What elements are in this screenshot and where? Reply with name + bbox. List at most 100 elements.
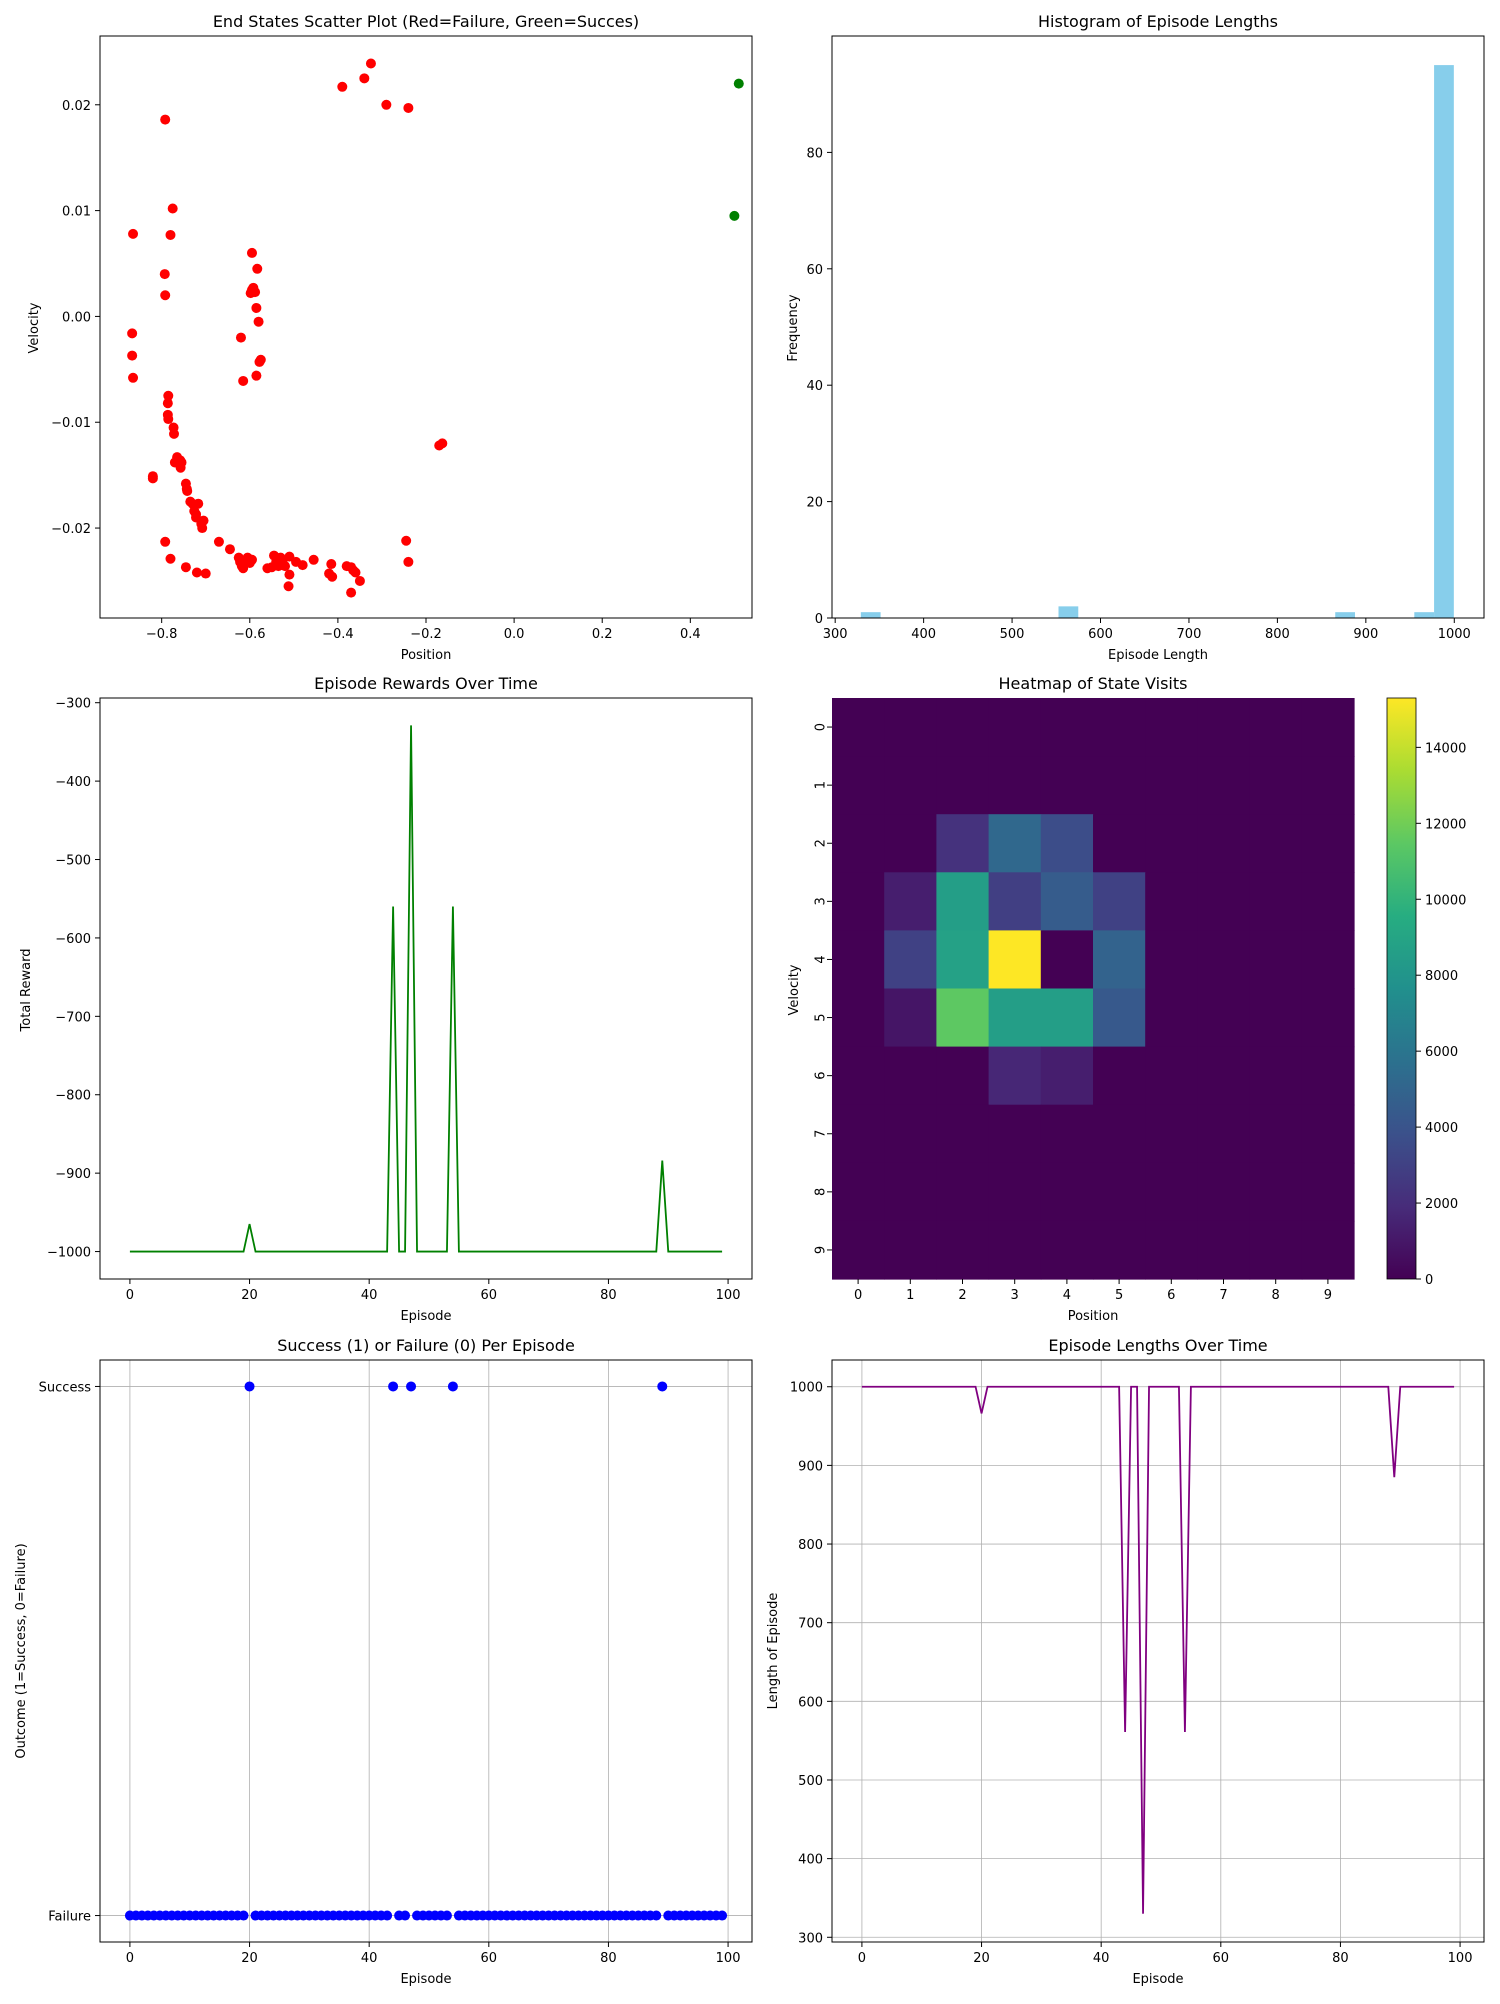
y-tick-label: 6 [814, 1072, 829, 1080]
y-tick-label: 900 [798, 1459, 823, 1474]
failure-point [128, 228, 139, 239]
heatmap-xlabel: Position [1068, 1309, 1119, 1324]
rewards-xlabel: Episode [400, 1309, 451, 1324]
x-tick-label: 80 [600, 1951, 617, 1966]
failure-point [254, 356, 265, 367]
failure-point [180, 562, 191, 573]
heatmap-cell [884, 1046, 937, 1106]
y-tick-label: 60 [806, 263, 823, 278]
colorbar-tick-label: 6000 [1425, 1045, 1458, 1060]
heatmap-cell [1145, 1162, 1198, 1222]
rewards-title: Episode Rewards Over Time [314, 674, 538, 693]
y-tick-label: 600 [798, 1695, 823, 1710]
y-tick-label: 20 [806, 496, 823, 511]
heatmap-cell [1093, 1220, 1146, 1280]
heatmap-cell [1145, 1220, 1198, 1280]
x-tick-label: 0 [858, 1951, 866, 1966]
heatmap-cell [1249, 1162, 1303, 1222]
y-tick-label: 4 [814, 955, 829, 963]
x-tick-label: 9 [1324, 1288, 1332, 1303]
lengths-plot-area: 0 20 40 60 80 100 300 400 500 600 700 800 900 1000 [790, 1359, 1485, 1966]
x-tick-label: 400 [911, 627, 936, 642]
heatmap-cell [1249, 1046, 1303, 1106]
x-tick-label: 8 [1272, 1288, 1280, 1303]
failure-point [159, 269, 170, 280]
x-tick-label: 2 [958, 1288, 966, 1303]
x-tick-label: 40 [361, 1951, 378, 1966]
x-tick-label: −0.8 [146, 627, 178, 642]
x-tick-label: 5 [1115, 1288, 1123, 1303]
heatmap-cell [1197, 814, 1251, 873]
heatmap-cell [1093, 1162, 1146, 1222]
heatmap-cell [1040, 930, 1094, 990]
heatmap-cell [1197, 756, 1251, 815]
rewards-ylabel: Total Reward [19, 949, 34, 1033]
heatmap-cell [936, 930, 990, 990]
x-tick-label: 800 [1265, 627, 1290, 642]
x-tick-label: 0.0 [504, 627, 525, 642]
heatmap-cell [1301, 1104, 1355, 1164]
heatmap-cell [832, 988, 885, 1048]
failure-point [354, 575, 365, 586]
colorbar-tick-label: 2000 [1425, 1197, 1458, 1212]
heatmap-cell [832, 1046, 885, 1106]
failure-point [441, 1910, 452, 1921]
heatmap-cell [1040, 1046, 1094, 1106]
heatmap-cell [1145, 930, 1198, 990]
failure-point [191, 567, 202, 578]
scatter-chart: End States Scatter Plot (Red=Failure, Gr… [27, 12, 753, 663]
heatmap-cell [936, 1220, 990, 1280]
heatmap-cell [1040, 988, 1094, 1048]
scatter-plot-area: −0.8 −0.6 −0.4 −0.2 0.0 0.2 0.4 −0.02 −0.01 0.00 0… [51, 35, 753, 642]
histogram-ylabel: Frequency [786, 294, 801, 361]
x-tick-label: 0 [854, 1288, 862, 1303]
heatmap-cell [1301, 1162, 1355, 1222]
heatmap-cell [1040, 1220, 1094, 1280]
axes-frame [99, 697, 753, 1280]
heatmap-cell [1093, 756, 1146, 815]
failure-point [160, 290, 171, 301]
scatter-title: End States Scatter Plot (Red=Failure, Gr… [213, 12, 639, 31]
heatmap-cell [988, 1046, 1042, 1106]
heatmap-cell [832, 814, 885, 873]
heatmap-cell [1145, 814, 1198, 873]
y-tick-label: 0.01 [62, 205, 91, 220]
failure-point [128, 372, 139, 383]
heatmap-cell [832, 698, 885, 757]
heatmap-cell [1145, 1104, 1198, 1164]
failure-point [165, 229, 176, 240]
failure-point [284, 569, 295, 580]
y-tick-label: −600 [55, 932, 91, 947]
heatmap-cell [884, 988, 937, 1048]
heatmap-cell [832, 756, 885, 815]
y-tick-label: 9 [814, 1246, 829, 1254]
failure-point [297, 560, 308, 571]
rewards-chart: Episode Rewards Over Time 0 20 40 60 80 100 −1… [19, 674, 753, 1324]
x-tick-label: 20 [973, 1951, 990, 1966]
rewards-plot-area: 0 20 40 60 80 100 −1000 −900 −800 −700 −600 −500 −40… [47, 697, 753, 1303]
failure-point [160, 114, 171, 125]
x-tick-label: 100 [716, 1951, 741, 1966]
heatmap-cell [988, 930, 1042, 990]
y-tick-label: 7 [814, 1130, 829, 1138]
x-tick-label: 100 [716, 1288, 741, 1303]
colorbar-tick-label: 12000 [1425, 817, 1466, 832]
heatmap-cell [988, 1162, 1042, 1222]
heatmap-cell [832, 872, 885, 931]
heatmap-cell [1301, 872, 1355, 931]
heatmap-cell [936, 988, 990, 1048]
heatmap-cell [1093, 988, 1146, 1048]
x-tick-label: 80 [1332, 1951, 1349, 1966]
x-tick-label: 1 [906, 1288, 914, 1303]
heatmap-cell [1040, 698, 1094, 757]
failure-point [400, 1910, 411, 1921]
outcome-title: Success (1) or Failure (0) Per Episode [277, 1336, 575, 1355]
x-tick-label: 500 [1000, 627, 1025, 642]
heatmap-cell [988, 872, 1042, 931]
y-tick-label: −0.02 [51, 522, 91, 537]
y-tick-label: −900 [55, 1167, 91, 1182]
heatmap-cell [988, 988, 1042, 1048]
y-tick-label: 800 [798, 1538, 823, 1553]
heatmap-plot-area: 0 1 2 3 4 5 6 7 8 9 0 1 2 3 4 5 6 7 8 9 0 2000 4000 6000 8000 100… [814, 697, 1466, 1303]
